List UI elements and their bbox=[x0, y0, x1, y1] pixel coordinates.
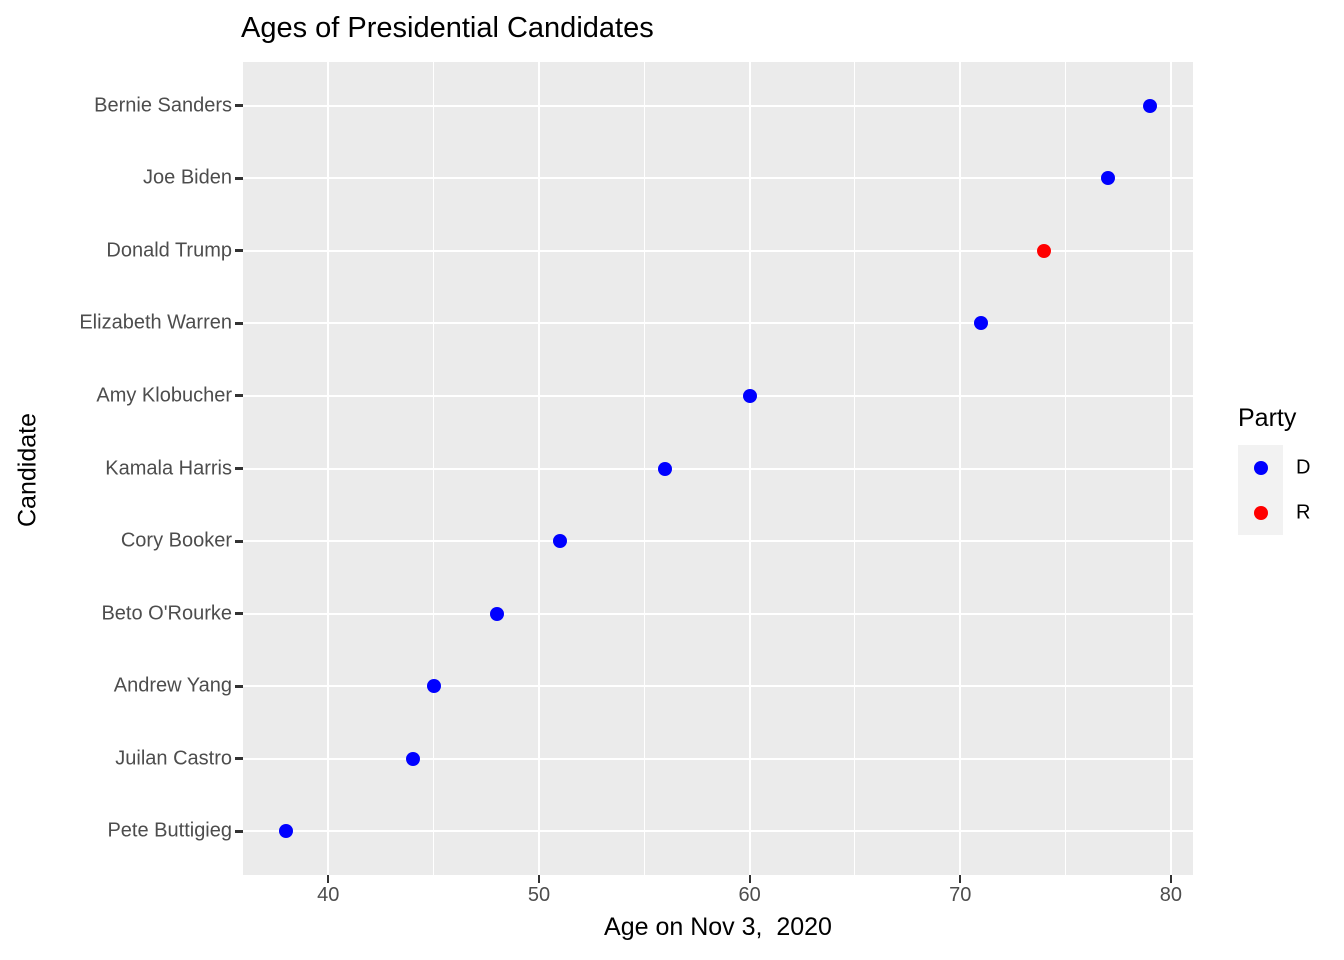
x-tick-label: 40 bbox=[317, 884, 340, 906]
y-tick-label: Amy Klobucher bbox=[96, 384, 232, 407]
x-tick-mark bbox=[1169, 875, 1172, 883]
x-tick-label: 70 bbox=[949, 884, 972, 906]
x-tick-mark bbox=[748, 875, 751, 883]
plot-panel bbox=[243, 62, 1193, 875]
gridline-major-y bbox=[243, 612, 1193, 615]
y-tick-mark bbox=[235, 467, 243, 470]
x-axis-title: Age on Nov 3, 2020 bbox=[604, 913, 832, 941]
data-point bbox=[742, 388, 757, 403]
y-tick-mark bbox=[235, 321, 243, 325]
y-tick-mark bbox=[235, 104, 243, 108]
y-tick-label: Andrew Yang bbox=[113, 674, 232, 697]
y-tick-label: Joe Biden bbox=[143, 166, 232, 189]
data-point bbox=[1142, 98, 1157, 113]
y-tick-mark bbox=[235, 684, 243, 688]
data-point bbox=[658, 461, 673, 476]
y-tick-label: Juilan Castro bbox=[115, 747, 232, 770]
y-tick-label: Beto O'Rourke bbox=[101, 602, 232, 625]
data-point bbox=[426, 679, 441, 694]
y-tick-label: Bernie Sanders bbox=[94, 94, 232, 117]
y-tick-mark bbox=[235, 829, 243, 833]
y-axis-title: Candidate bbox=[13, 413, 42, 527]
x-tick-mark bbox=[327, 875, 330, 883]
y-tick-mark bbox=[235, 612, 243, 616]
legend-label-democrat: D bbox=[1296, 456, 1311, 479]
legend-label-republican: R bbox=[1296, 501, 1311, 524]
gridline-major-y bbox=[243, 467, 1193, 470]
gridline-major-y bbox=[243, 104, 1193, 107]
y-tick-mark bbox=[235, 394, 243, 398]
y-tick-label: Kamala Harris bbox=[105, 457, 232, 479]
x-tick-label: 80 bbox=[1159, 884, 1182, 906]
y-tick-label: Elizabeth Warren bbox=[79, 311, 232, 334]
data-point bbox=[553, 534, 568, 549]
legend-key-democrat bbox=[1238, 445, 1283, 490]
gridline-major-y bbox=[243, 322, 1193, 325]
gridline-major-y bbox=[243, 685, 1193, 688]
republican-dot-icon bbox=[1253, 505, 1268, 520]
data-point bbox=[405, 751, 420, 766]
y-tick-mark bbox=[235, 249, 243, 253]
gridline-major-y bbox=[243, 394, 1193, 397]
y-tick-label: Donald Trump bbox=[106, 239, 232, 262]
y-tick-mark bbox=[235, 539, 243, 543]
y-tick-label: Cory Booker bbox=[120, 529, 232, 552]
x-tick-label: 60 bbox=[738, 884, 761, 906]
data-point bbox=[1100, 171, 1115, 186]
x-tick-mark bbox=[537, 875, 540, 883]
legend-title: Party bbox=[1238, 404, 1297, 432]
gridline-major-y bbox=[243, 249, 1193, 252]
data-point bbox=[489, 606, 504, 621]
data-point bbox=[974, 316, 989, 331]
data-point bbox=[1037, 243, 1052, 258]
y-tick-label: Pete Buttigieg bbox=[107, 819, 232, 842]
x-tick-mark bbox=[959, 875, 962, 883]
data-point bbox=[279, 824, 294, 839]
chart-title: Ages of Presidential Candidates bbox=[241, 12, 654, 44]
democrat-dot-icon bbox=[1253, 460, 1268, 475]
gridline-major-y bbox=[243, 177, 1193, 180]
y-tick-mark bbox=[235, 176, 243, 180]
gridline-major-y bbox=[243, 540, 1193, 543]
legend-key-republican bbox=[1238, 490, 1283, 535]
gridline-major-y bbox=[243, 830, 1193, 833]
gridline-major-y bbox=[243, 757, 1193, 760]
y-tick-mark bbox=[235, 757, 243, 761]
x-tick-label: 50 bbox=[527, 884, 551, 906]
